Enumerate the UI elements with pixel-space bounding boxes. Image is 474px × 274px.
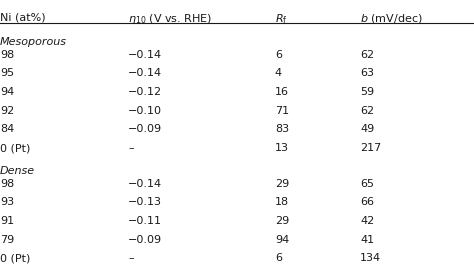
- Text: $R_{\mathrm{f}}$: $R_{\mathrm{f}}$: [275, 12, 288, 26]
- Text: 0 (Pt): 0 (Pt): [0, 143, 30, 153]
- Text: –: –: [128, 253, 134, 263]
- Text: 18: 18: [275, 197, 289, 207]
- Text: 6: 6: [275, 50, 282, 60]
- Text: Dense: Dense: [0, 166, 35, 176]
- Text: 91: 91: [0, 216, 14, 226]
- Text: 92: 92: [0, 106, 14, 116]
- Text: 0 (Pt): 0 (Pt): [0, 253, 30, 263]
- Text: 62: 62: [360, 50, 374, 60]
- Text: 95: 95: [0, 68, 14, 78]
- Text: 66: 66: [360, 197, 374, 207]
- Text: 59: 59: [360, 87, 374, 97]
- Text: 16: 16: [275, 87, 289, 97]
- Text: $b$ (mV/dec): $b$ (mV/dec): [360, 12, 423, 25]
- Text: 217: 217: [360, 143, 382, 153]
- Text: −0.14: −0.14: [128, 68, 162, 78]
- Text: 29: 29: [275, 179, 289, 189]
- Text: 84: 84: [0, 124, 14, 134]
- Text: 65: 65: [360, 179, 374, 189]
- Text: −0.14: −0.14: [128, 179, 162, 189]
- Text: 71: 71: [275, 106, 289, 116]
- Text: 79: 79: [0, 235, 14, 244]
- Text: 6: 6: [275, 253, 282, 263]
- Text: 83: 83: [275, 124, 289, 134]
- Text: −0.14: −0.14: [128, 50, 162, 60]
- Text: −0.13: −0.13: [128, 197, 162, 207]
- Text: $\eta_{10}$ (V vs. RHE): $\eta_{10}$ (V vs. RHE): [128, 12, 212, 26]
- Text: 98: 98: [0, 179, 14, 189]
- Text: 62: 62: [360, 106, 374, 116]
- Text: 29: 29: [275, 216, 289, 226]
- Text: −0.10: −0.10: [128, 106, 162, 116]
- Text: 93: 93: [0, 197, 14, 207]
- Text: 42: 42: [360, 216, 374, 226]
- Text: −0.11: −0.11: [128, 216, 162, 226]
- Text: 49: 49: [360, 124, 374, 134]
- Text: Ni (at%): Ni (at%): [0, 12, 46, 22]
- Text: –: –: [128, 143, 134, 153]
- Text: 98: 98: [0, 50, 14, 60]
- Text: 94: 94: [275, 235, 289, 244]
- Text: −0.09: −0.09: [128, 235, 162, 244]
- Text: 13: 13: [275, 143, 289, 153]
- Text: −0.09: −0.09: [128, 124, 162, 134]
- Text: 94: 94: [0, 87, 14, 97]
- Text: Mesoporous: Mesoporous: [0, 37, 67, 47]
- Text: 63: 63: [360, 68, 374, 78]
- Text: −0.12: −0.12: [128, 87, 162, 97]
- Text: 4: 4: [275, 68, 282, 78]
- Text: 41: 41: [360, 235, 374, 244]
- Text: 134: 134: [360, 253, 382, 263]
